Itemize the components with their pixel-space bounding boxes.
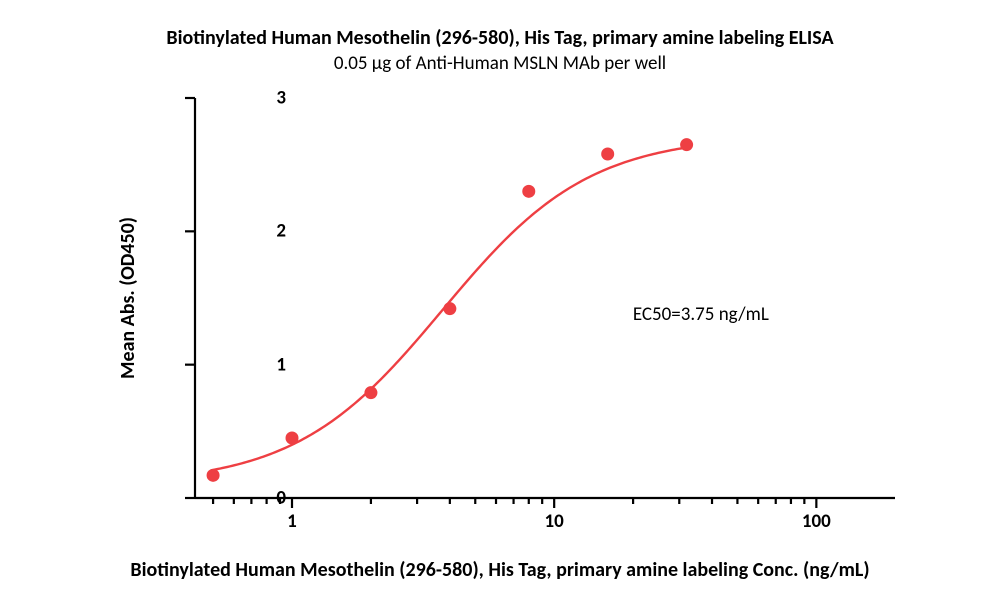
ec50-annotation: EC50=3.75 ng/mL xyxy=(633,303,769,326)
y-tick-label: 3 xyxy=(196,87,286,110)
data-point xyxy=(207,469,220,482)
y-tick-label: 1 xyxy=(196,353,286,376)
y-axis-title: Mean Abs. (OD450) xyxy=(116,217,140,379)
x-tick-label: 10 xyxy=(545,510,564,533)
data-point xyxy=(364,386,377,399)
x-tick-label: 1 xyxy=(287,510,297,533)
data-point xyxy=(286,432,299,445)
plot-svg xyxy=(195,98,895,498)
data-point xyxy=(601,148,614,161)
data-point xyxy=(443,302,456,315)
chart-container: Biotinylated Human Mesothelin (296-580),… xyxy=(0,0,1000,605)
data-point xyxy=(522,185,535,198)
data-point xyxy=(680,138,693,151)
plot-area xyxy=(195,98,895,498)
x-tick-label: 100 xyxy=(802,510,831,533)
y-tick-label: 0 xyxy=(196,487,286,510)
chart-title: Biotinylated Human Mesothelin (296-580),… xyxy=(0,26,1000,50)
x-axis-title: Biotinylated Human Mesothelin (296-580),… xyxy=(0,558,1000,582)
y-tick-label: 2 xyxy=(196,220,286,243)
chart-subtitle: 0.05 μg of Anti-Human MSLN MAb per well xyxy=(0,52,1000,75)
